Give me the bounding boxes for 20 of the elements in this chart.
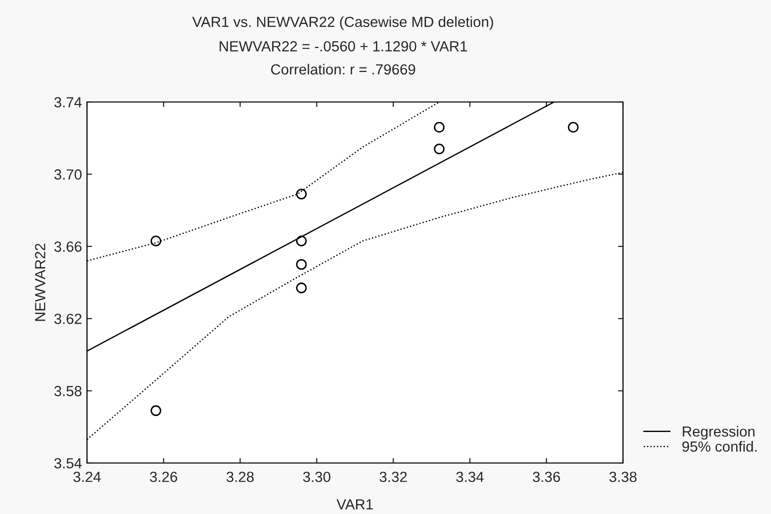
y-tick-label: 3.54 (54, 458, 82, 468)
x-tick-label: 3.36 (532, 472, 560, 482)
chart-subtitle: NEWVAR22 = -.0560 + 1.1290 * VAR1 Correlation: r = .79669 (220, 41, 467, 75)
x-tick-label: 3.28 (226, 472, 254, 482)
y-tick-label: 3.58 (54, 386, 82, 396)
y-tick-label: 3.62 (54, 314, 82, 324)
chart-title: VAR1 vs. NEWVAR22 (Casewise MD deletion) (192, 16, 494, 30)
x-tick-label: 3.32 (380, 472, 407, 482)
y-tick-label: 3.66 (54, 242, 82, 252)
legend-label: Regression (682, 426, 754, 440)
x-tick-label: 3.26 (150, 472, 178, 482)
x-tick-label: 3.30 (303, 472, 330, 482)
y-tick-label: 3.70 (54, 169, 82, 180)
y-axis-title: NEWVAR22 (34, 244, 46, 321)
x-tick-label: 3.38 (609, 472, 637, 482)
x-tick-label: 3.34 (456, 472, 484, 482)
legend-label: 95% confid. (682, 441, 757, 452)
x-axis-title: VAR1 (336, 499, 373, 510)
y-tick-label: 3.74 (54, 97, 82, 108)
x-tick-label: 3.24 (73, 472, 101, 482)
